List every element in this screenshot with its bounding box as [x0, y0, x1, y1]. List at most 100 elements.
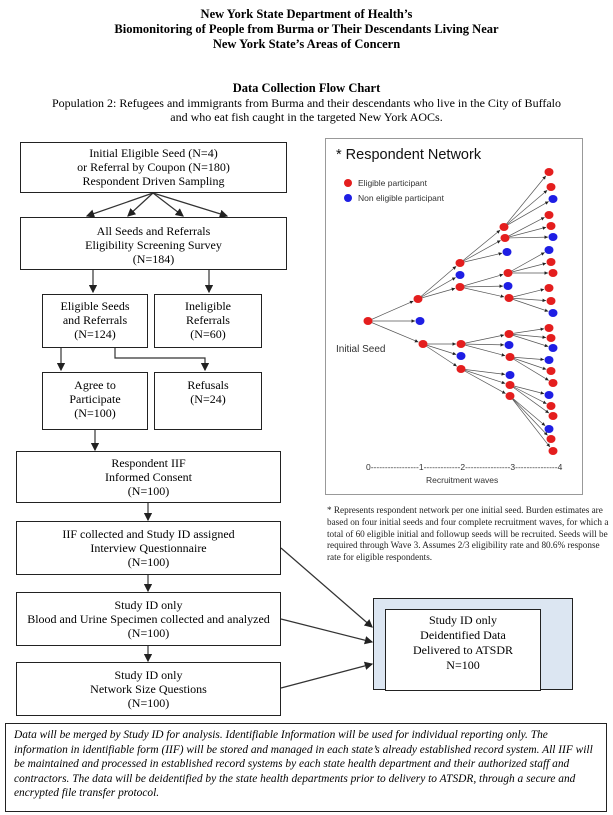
box-deidentified-data: Study ID only Deidentified Data Delivered …: [373, 598, 573, 691]
network-title: * Respondent Network: [336, 147, 482, 163]
box-text: Network Size Questions: [90, 682, 207, 696]
eligible-node: [363, 317, 373, 325]
eligible-node: [505, 353, 515, 361]
box-text: Study ID only: [114, 598, 183, 612]
arrow: [280, 547, 373, 628]
network-edge: [508, 297, 549, 312]
non-eligible-node: [544, 356, 554, 364]
box-agree: Agree to Participate (N=100): [42, 372, 148, 430]
eligible-node: [546, 402, 556, 410]
network-edge: [422, 343, 457, 356]
network-edge: [509, 356, 549, 381]
arrow: [152, 192, 184, 217]
box-text: and Referrals: [62, 313, 128, 327]
box-iif-consent: Respondent IIF Informed Consent (N=100): [16, 451, 281, 503]
network-edge: [504, 226, 547, 239]
eligible-node: [455, 283, 465, 291]
network-edge: [459, 252, 503, 264]
arrow: [127, 192, 154, 217]
legend-label: Non eligible participant: [358, 193, 444, 203]
eligible-node: [548, 412, 558, 420]
box-text: Study ID only: [428, 613, 497, 627]
box-network-size: Study ID only Network Size Questions (N=10…: [16, 662, 281, 716]
eligible-node: [546, 367, 556, 375]
eligible-node: [548, 269, 558, 277]
network-edge: [509, 356, 547, 370]
eligible-node: [546, 258, 556, 266]
box-text: N=100: [446, 658, 480, 672]
eligible-node: [456, 340, 466, 348]
eligible-node: [456, 365, 466, 373]
network-graph: [363, 168, 558, 455]
network-edge: [459, 284, 504, 288]
legend-non-eligible: Non eligible participant: [344, 193, 444, 203]
non-eligible-node: [455, 271, 465, 279]
box-text: Participate: [69, 392, 121, 406]
box-text: IIF collected and Study ID assigned: [62, 527, 235, 541]
initial-seed-label: Initial Seed: [336, 344, 386, 355]
blue-dot-icon: [344, 194, 352, 202]
population-line-2: and who eat fish caught in the targeted …: [170, 110, 443, 124]
network-edge: [460, 368, 506, 376]
eligible-node: [418, 340, 428, 348]
network-edge: [509, 384, 547, 405]
header-line-1: New York State Department of Health’s: [200, 7, 413, 21]
network-edge: [504, 217, 545, 239]
non-eligible-node: [548, 344, 558, 352]
eligible-node: [455, 259, 465, 267]
box-text: (N=184): [132, 252, 175, 266]
box-text: (N=100): [127, 626, 170, 640]
network-edge: [460, 368, 506, 385]
network-edge: [508, 288, 545, 299]
eligible-node: [546, 334, 556, 342]
network-edge: [417, 287, 456, 300]
legend-label: Eligible participant: [358, 178, 427, 188]
network-edge: [509, 384, 550, 414]
box-text: Respondent Driven Sampling: [82, 174, 225, 188]
waves-axis-label: Recruitment waves: [426, 475, 499, 485]
box-text: (N=24): [190, 392, 226, 406]
flow-chart-title: Data Collection Flow Chart: [232, 81, 381, 95]
box-text: Refusals: [187, 378, 229, 392]
network-edge: [507, 252, 545, 274]
arrow: [280, 661, 374, 689]
eligible-node: [504, 294, 514, 302]
box-text: (N=100): [127, 696, 170, 710]
header-line-2: Biomonitoring of People from Burma or Th…: [114, 22, 499, 36]
non-eligible-node: [548, 195, 558, 203]
network-edge: [422, 343, 458, 367]
eligible-node: [544, 168, 554, 176]
eligible-node: [548, 379, 558, 387]
non-eligible-node: [502, 248, 512, 256]
eligible-node: [544, 211, 554, 219]
box-text: (N=100): [127, 555, 170, 569]
non-eligible-node: [456, 352, 466, 360]
box-text: Referrals: [186, 313, 230, 327]
arrow: [280, 618, 374, 645]
header-line-3: New York State’s Areas of Concern: [212, 37, 401, 51]
eligible-node: [548, 447, 558, 455]
non-eligible-node: [548, 233, 558, 241]
network-edge: [417, 265, 457, 300]
eligible-node: [503, 269, 513, 277]
eligible-node: [499, 223, 509, 231]
non-eligible-node: [504, 341, 514, 349]
non-eligible-node: [505, 371, 515, 379]
eligible-node: [413, 295, 423, 303]
legend-eligible: Eligible participant: [344, 178, 427, 188]
arrow: [152, 192, 229, 218]
box-text: (N=124): [74, 327, 116, 341]
network-footnote: * Represents respondent network per one …: [327, 505, 609, 563]
network-edge: [507, 262, 547, 274]
box-text: (N=60): [190, 327, 226, 341]
box-text: Interview Questionnaire: [90, 541, 207, 555]
non-eligible-node: [544, 425, 554, 433]
box-refusals: Refusals (N=24): [154, 372, 262, 430]
box-specimen: Study ID only Blood and Urine Specimen co…: [16, 592, 281, 646]
network-edge: [460, 343, 506, 357]
non-eligible-node: [503, 282, 513, 290]
non-eligible-node: [548, 309, 558, 317]
network-edge: [509, 395, 548, 436]
box-text: (N=100): [127, 484, 170, 498]
